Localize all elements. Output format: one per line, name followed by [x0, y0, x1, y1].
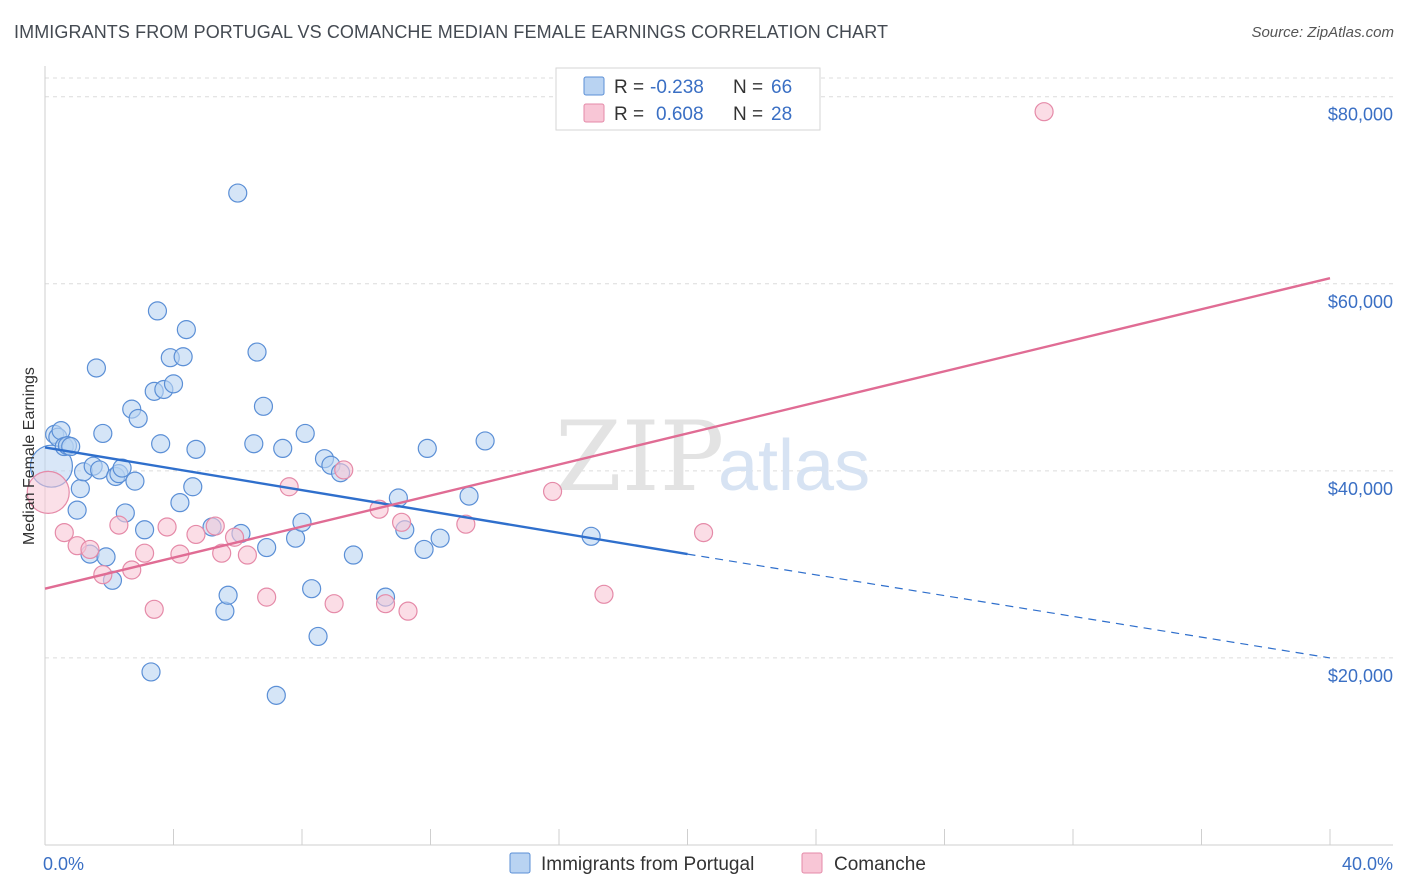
comanche-point-12 [205, 516, 225, 536]
y-tick-label-0: $20,000 [1328, 666, 1393, 686]
stats-n-label-2: N = [733, 104, 763, 125]
y-tick-labels: $20,000 $40,000 $60,000 $80,000 [1328, 105, 1393, 686]
watermark: ZIP atlas [555, 401, 870, 513]
comanche-point-0 [26, 470, 70, 514]
portugal-point-42 [244, 434, 264, 454]
gridlines [45, 77, 1393, 659]
portugal-trend-line [44, 446, 688, 556]
comanche-point-9 [157, 517, 177, 537]
comanche-point-27 [693, 522, 714, 543]
portugal-point-45 [257, 537, 277, 558]
watermark-zip: ZIP [555, 401, 724, 513]
portugal-point-63 [459, 486, 479, 506]
portugal-point-36 [186, 439, 206, 459]
chart-title: IMMIGRANTS FROM PORTUGAL VS COMANCHE MED… [14, 22, 889, 42]
comanche-point-23 [398, 601, 418, 621]
portugal-point-51 [302, 579, 322, 599]
portugal-point-64 [475, 431, 495, 451]
legend-swatch-portugal [509, 852, 531, 874]
comanche-point-3 [80, 539, 100, 560]
portugal-trend-extension [687, 553, 1331, 659]
portugal-point-27 [147, 301, 168, 321]
x-ticks [44, 829, 1331, 845]
comanche-point-24 [456, 514, 476, 534]
stats-r-value-2: 0.608 [656, 104, 704, 125]
comanche-point-11 [186, 524, 206, 545]
portugal-point-13 [90, 460, 110, 480]
portugal-point-60 [414, 539, 434, 560]
comanche-point-19 [334, 460, 354, 480]
comanche-point-28 [1034, 102, 1054, 122]
portugal-point-38 [215, 601, 235, 621]
portugal-point-14 [93, 423, 113, 444]
comanche-point-5 [109, 515, 129, 535]
portugal-point-19 [112, 458, 132, 478]
portugal-point-15 [96, 547, 116, 567]
portugal-point-62 [430, 528, 450, 548]
comanche-point-25 [542, 481, 563, 502]
y-tick-label-2: $60,000 [1328, 292, 1393, 312]
portugal-point-31 [163, 374, 184, 394]
comanche-point-16 [257, 587, 277, 607]
y-tick-label-1: $40,000 [1328, 479, 1393, 499]
portugal-point-43 [247, 342, 267, 362]
stats-n-value-2: 28 [771, 104, 792, 125]
y-axis-title: Median Female Earnings [21, 367, 38, 545]
portugal-point-24 [134, 520, 155, 540]
portugal-point-12 [86, 358, 107, 378]
portugal-point-8 [70, 479, 90, 499]
portugal-point-61 [417, 438, 437, 459]
stats-r-value-1: -0.238 [650, 77, 704, 98]
portugal-point-39 [218, 585, 238, 605]
portugal-point-35 [183, 477, 203, 497]
portugal-point-25 [141, 662, 161, 682]
comanche-point-1 [54, 522, 74, 543]
comanche-trend-line [44, 277, 1331, 590]
portugal-point-22 [125, 471, 145, 491]
source-credit: Source: ZipAtlas.com [1251, 24, 1394, 41]
legend-label-portugal: Immigrants from Portugal [541, 854, 754, 875]
x-tick-labels: 0.0% 40.0% [43, 854, 1393, 874]
portugal-point-33 [173, 347, 193, 367]
comanche-point-15 [237, 545, 257, 565]
stats-r-label-1: R = [614, 77, 644, 98]
legend-label-comanche: Comanche [834, 854, 926, 875]
x-tick-label-1: 40.0% [1342, 854, 1393, 874]
comanche-point-13 [212, 543, 232, 563]
stats-n-value-1: 66 [771, 77, 792, 98]
x-tick-label-0: 0.0% [43, 854, 84, 874]
portugal-point-47 [273, 438, 293, 459]
watermark-atlas: atlas [718, 426, 870, 506]
portugal-point-34 [176, 320, 196, 340]
portugal-point-44 [253, 396, 274, 416]
stats-swatch-pink [583, 103, 605, 123]
stats-legend: R = -0.238 N = 66 R = 0.608 N = 28 [555, 67, 821, 131]
data-points [26, 102, 1054, 705]
comanche-point-22 [391, 512, 412, 532]
portugal-point-56 [343, 545, 363, 565]
comanche-point-26 [594, 584, 614, 604]
portugal-point-48 [285, 528, 306, 548]
portugal-point-7 [67, 500, 87, 520]
trend-lines [44, 277, 1331, 659]
y-tick-label-3: $80,000 [1328, 105, 1393, 125]
stats-n-label-1: N = [733, 77, 763, 98]
series-legend: Immigrants from Portugal Comanche [509, 852, 926, 875]
portugal-point-40 [228, 183, 248, 203]
comanche-point-18 [324, 594, 344, 614]
comanche-point-7 [134, 543, 155, 563]
comanche-point-21 [375, 594, 396, 614]
portugal-point-23 [128, 408, 148, 429]
portugal-point-52 [308, 626, 328, 647]
legend-swatch-comanche [801, 852, 823, 874]
stats-r-label-2: R = [614, 104, 644, 125]
portugal-point-46 [266, 685, 286, 705]
comanche-point-8 [144, 599, 164, 619]
portugal-point-28 [151, 434, 171, 454]
portugal-point-50 [295, 423, 315, 444]
portugal-point-32 [170, 493, 190, 513]
stats-swatch-blue [583, 76, 605, 96]
